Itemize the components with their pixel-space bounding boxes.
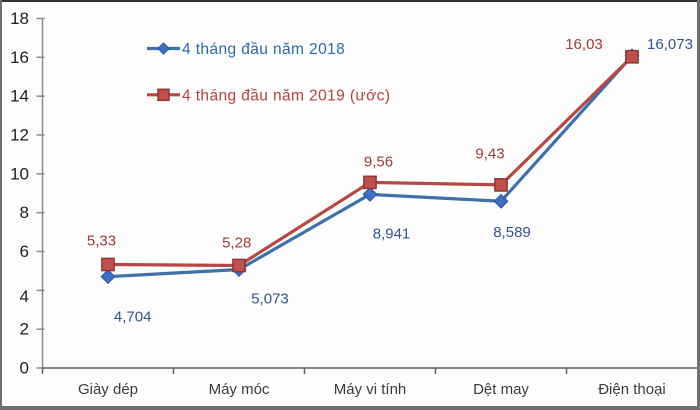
- svg-text:Dệt may: Dệt may: [473, 381, 529, 398]
- svg-text:Giày dép: Giày dép: [78, 381, 138, 398]
- svg-text:6: 6: [20, 242, 29, 261]
- svg-text:Máy vi tính: Máy vi tính: [334, 381, 407, 398]
- svg-text:8,941: 8,941: [373, 225, 411, 242]
- svg-text:2: 2: [20, 320, 29, 339]
- svg-text:4 tháng đầu năm 2018: 4 tháng đầu năm 2018: [182, 41, 345, 58]
- svg-text:Máy móc: Máy móc: [209, 381, 270, 398]
- svg-text:12: 12: [10, 126, 29, 145]
- svg-text:10: 10: [10, 164, 29, 183]
- svg-text:16,03: 16,03: [565, 36, 603, 53]
- svg-text:9,56: 9,56: [364, 153, 393, 170]
- svg-text:9,43: 9,43: [475, 145, 504, 162]
- svg-text:8: 8: [20, 203, 29, 222]
- svg-text:18: 18: [10, 9, 29, 28]
- svg-text:14: 14: [10, 87, 29, 106]
- svg-text:4: 4: [20, 287, 29, 306]
- svg-text:4,704: 4,704: [114, 308, 152, 325]
- svg-text:5,073: 5,073: [251, 290, 289, 307]
- svg-text:0: 0: [20, 359, 29, 378]
- svg-text:5,33: 5,33: [87, 232, 116, 249]
- svg-text:8,589: 8,589: [493, 224, 531, 241]
- svg-text:4 tháng đầu năm 2019 (ước): 4 tháng đầu năm 2019 (ước): [182, 87, 390, 104]
- svg-text:5,28: 5,28: [222, 235, 251, 252]
- svg-text:16,073: 16,073: [647, 36, 693, 53]
- svg-text:16: 16: [10, 48, 29, 67]
- svg-text:Điện thoại: Điện thoại: [598, 381, 666, 398]
